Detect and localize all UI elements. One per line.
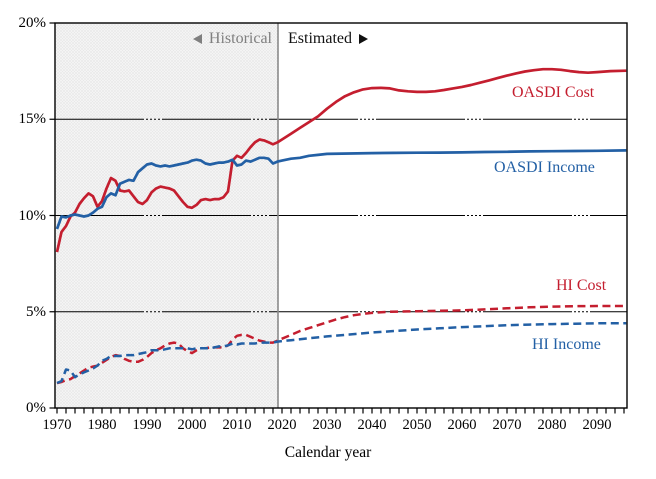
series-line-oasdi-income — [55, 149, 627, 230]
x-tick-label: 2030 — [312, 417, 342, 433]
historical-annotation: Historical — [0, 30, 272, 48]
x-tick-label: 1970 — [42, 417, 72, 433]
plot-border — [54, 22, 628, 409]
axis-ticks — [49, 22, 625, 414]
x-tick-label: 2090 — [582, 417, 612, 433]
estimated-annotation: Estimated — [288, 30, 368, 48]
data-series-lines — [55, 67, 627, 385]
x-tick-label: 2040 — [357, 417, 387, 433]
x-tick-label: 2060 — [447, 417, 477, 433]
x-tick-label: 2000 — [177, 417, 207, 433]
x-tick-label: 2070 — [492, 417, 522, 433]
x-axis-title: Calendar year — [284, 444, 372, 461]
y-tick-label: 5% — [26, 303, 46, 320]
y-tick-label: 0% — [26, 400, 46, 416]
x-tick-label: 2010 — [222, 417, 252, 433]
series-label-hi-cost: HI Cost — [556, 277, 607, 294]
x-tick-label: 1990 — [132, 417, 162, 433]
gridlines — [55, 118, 627, 313]
x-tick-label: 1980 — [87, 417, 117, 433]
y-tick-label: 20% — [18, 15, 47, 31]
series-label-oasdi-income: OASDI Income — [494, 159, 595, 176]
series-line-oasdi-cost — [55, 67, 627, 253]
y-tick-label: 15% — [18, 111, 47, 128]
series-label-oasdi-cost: OASDI Cost — [512, 84, 595, 101]
x-tick-label: 2020 — [267, 417, 297, 433]
series-line-hi-income — [56, 322, 627, 385]
historical-annotation-label: Historical — [208, 30, 272, 47]
y-tick-label: 10% — [18, 207, 47, 224]
right-arrow-icon — [358, 34, 368, 44]
estimated-annotation-label: Estimated — [288, 30, 352, 47]
x-tick-label: 2050 — [402, 417, 432, 433]
series-label-hi-income: HI Income — [532, 336, 601, 353]
x-tick-label: 2080 — [537, 417, 567, 433]
left-arrow-icon — [192, 34, 202, 44]
